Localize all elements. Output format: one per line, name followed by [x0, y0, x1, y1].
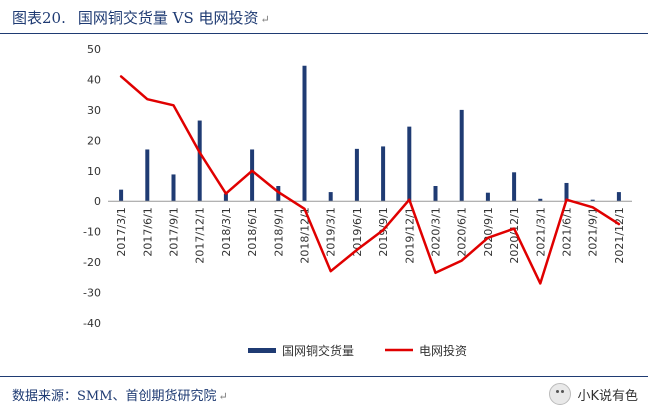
bar [485, 192, 490, 202]
figure-title-text: 国网铜交货量 VS 电网投资 [77, 9, 259, 27]
figure-header: 图表20. 国网铜交货量 VS 电网投资 ↵ [0, 0, 648, 34]
bar [276, 186, 281, 202]
x-tick-label: 2020/3/1 [430, 207, 443, 256]
bar [223, 193, 228, 202]
figure-source: 数据来源：SMM、首创期货研究院 ↵ [12, 385, 228, 404]
legend-bar-label: 国网铜交货量 [282, 343, 354, 358]
bar [459, 109, 464, 202]
y-tick-label: 50 [87, 43, 101, 56]
y-tick-label: 20 [87, 134, 101, 147]
source-return-mark: ↵ [218, 390, 228, 403]
x-tick-label: 2018/3/1 [220, 207, 233, 256]
y-tick-label: 30 [87, 104, 101, 117]
figure-footer: 数据来源：SMM、首创期货研究院 ↵ 小K说有色 [0, 376, 648, 413]
line-series [119, 75, 621, 285]
y-tick-label: 40 [87, 73, 101, 86]
figure-title: 图表20. 国网铜交货量 VS 电网投资 ↵ [12, 7, 270, 28]
bar [250, 149, 255, 202]
x-tick-label: 2019/9/1 [377, 207, 390, 256]
y-tick-label: 0 [94, 195, 101, 208]
bar [302, 65, 307, 202]
y-tick-label: -20 [83, 256, 101, 269]
bar [354, 148, 359, 202]
x-tick-label: 2017/6/1 [141, 207, 154, 256]
y-tick-label: -30 [83, 287, 101, 300]
wechat-icon [549, 383, 572, 405]
y-tick-label: 10 [87, 165, 101, 178]
bar [512, 172, 517, 202]
bar [197, 120, 202, 202]
brand: 小K说有色 [549, 383, 638, 405]
legend-line-label: 电网投资 [419, 343, 467, 358]
x-tick-label: 2019/12/1 [403, 207, 416, 263]
x-tick-label: 2021/3/1 [534, 207, 547, 256]
x-tick-label: 2017/12/1 [194, 207, 207, 263]
x-tick-label: 2019/6/1 [351, 207, 364, 256]
return-mark: ↵ [260, 13, 270, 26]
x-tick-label: 2021/12/1 [613, 207, 626, 263]
bar [433, 186, 438, 202]
bar [538, 198, 543, 202]
bar [407, 126, 412, 202]
x-tick-label: 2017/3/1 [115, 207, 128, 256]
source-text: 数据来源：SMM、首创期货研究院 [12, 389, 217, 404]
y-tick-label: -10 [83, 226, 101, 239]
y-tick-label: -40 [83, 317, 101, 330]
x-tick-label: 2018/6/1 [246, 207, 259, 256]
bar [145, 149, 150, 202]
bar [616, 192, 621, 202]
x-tick-label: 2021/9/1 [587, 207, 600, 256]
bar [328, 192, 333, 202]
bar [171, 174, 176, 202]
figure-label: 图表20. [12, 9, 66, 27]
bar [119, 189, 124, 202]
bar [590, 199, 595, 202]
x-tick-label: 2017/9/1 [168, 207, 181, 256]
x-tick-label: 2019/3/1 [325, 207, 338, 256]
bar [381, 146, 386, 202]
x-tick-label: 2020/9/1 [482, 207, 495, 256]
x-tick-label: 2020/12/1 [508, 207, 521, 263]
x-tick-label: 2018/12/1 [299, 207, 312, 263]
legend-bar-swatch [248, 348, 276, 353]
x-tick-label: 2020/6/1 [456, 207, 469, 256]
chart: -40 -30 -20 -10 0 10 20 30 40 50 2017/3/1 2017/6/1 2… [83, 43, 632, 358]
x-tick-label: 2018/9/1 [272, 207, 285, 256]
x-tick-label: 2021/6/1 [561, 207, 574, 256]
brand-name: 小K说有色 [577, 388, 638, 404]
bar [564, 182, 569, 202]
